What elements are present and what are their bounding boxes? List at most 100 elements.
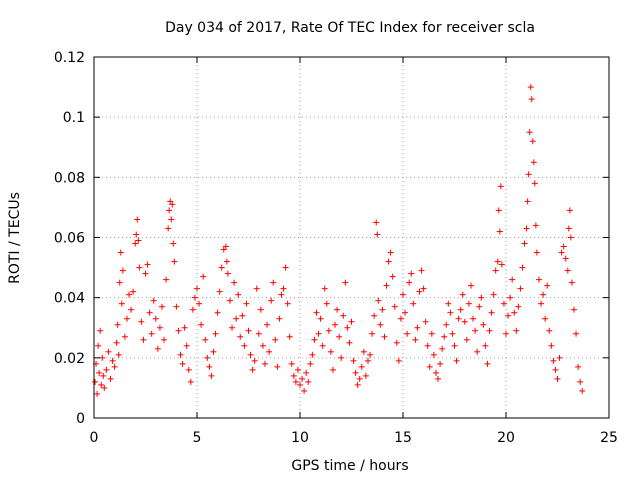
x-axis-label: GPS time / hours: [291, 458, 408, 474]
data-point: [350, 357, 357, 364]
data-point: [558, 249, 565, 256]
y-tick-label: 0.04: [54, 291, 85, 307]
data-point: [540, 291, 547, 298]
data-point: [533, 249, 540, 256]
data-point: [395, 357, 402, 364]
data-point: [247, 351, 254, 358]
data-point: [564, 267, 571, 274]
data-point: [486, 327, 493, 334]
data-point: [315, 330, 322, 337]
data-point: [332, 321, 339, 328]
data-point: [223, 258, 230, 265]
data-point: [568, 279, 575, 286]
data-point: [249, 366, 256, 373]
data-point: [123, 315, 130, 322]
data-point: [99, 354, 106, 361]
data-point: [301, 387, 308, 394]
data-point: [321, 285, 328, 292]
data-point: [235, 291, 242, 298]
data-point: [570, 306, 577, 313]
y-axis-label: ROTI / TECUs: [7, 192, 23, 284]
data-point: [529, 138, 536, 145]
data-point: [362, 372, 369, 379]
data-point: [374, 231, 381, 238]
data-point: [245, 327, 252, 334]
chart-title: Day 034 of 2017, Rate Of TEC Index for r…: [165, 20, 535, 36]
data-point: [216, 288, 223, 295]
data-point: [259, 342, 266, 349]
data-point: [189, 306, 196, 313]
data-point: [165, 225, 172, 232]
data-point: [420, 285, 427, 292]
data-point: [447, 309, 454, 316]
data-point: [118, 300, 125, 307]
x-tick-label: 20: [497, 430, 515, 446]
data-point: [191, 294, 198, 301]
data-point: [532, 222, 539, 229]
data-point: [229, 324, 236, 331]
data-point: [177, 351, 184, 358]
data-point: [455, 315, 462, 322]
data-point: [133, 231, 140, 238]
data-point: [375, 297, 382, 304]
data-point: [391, 303, 398, 310]
data-point: [556, 354, 563, 361]
data-point: [231, 279, 238, 286]
data-point: [130, 288, 137, 295]
data-point: [418, 267, 425, 274]
data-point: [414, 324, 421, 331]
data-point: [480, 321, 487, 328]
data-point: [451, 342, 458, 349]
data-point: [381, 333, 388, 340]
x-tick-label: 15: [394, 430, 412, 446]
data-point: [474, 348, 481, 355]
data-point: [220, 246, 227, 253]
plot-frame: [93, 56, 610, 419]
data-point: [412, 336, 419, 343]
data-point: [100, 372, 107, 379]
data-point: [268, 297, 275, 304]
data-point: [397, 315, 404, 322]
y-tick-label: 0.06: [54, 231, 85, 247]
data-point: [194, 285, 200, 292]
data-point: [406, 279, 413, 286]
data-point: [426, 363, 433, 370]
y-tick-label: 0.08: [54, 170, 85, 186]
data-point: [484, 360, 491, 367]
data-point: [554, 375, 561, 382]
data-point: [544, 282, 551, 289]
data-point: [482, 342, 489, 349]
data-point: [360, 348, 367, 355]
data-point: [183, 342, 190, 349]
data-point: [114, 321, 121, 328]
data-point: [550, 357, 557, 364]
data-point: [210, 348, 217, 355]
data-point: [233, 315, 240, 322]
data-point: [158, 303, 165, 310]
x-tick-label: 10: [291, 430, 309, 446]
data-point: [478, 294, 485, 301]
data-point: [278, 291, 285, 298]
data-point: [562, 255, 569, 262]
data-point: [168, 216, 175, 223]
data-point: [132, 240, 139, 247]
data-point: [311, 336, 318, 343]
data-point: [439, 345, 446, 352]
data-point: [560, 243, 567, 250]
data-point: [443, 321, 450, 328]
data-point: [92, 378, 99, 385]
data-point: [435, 375, 442, 382]
data-point: [303, 369, 310, 376]
data-point: [96, 369, 103, 376]
data-point: [548, 342, 555, 349]
data-point: [138, 318, 145, 325]
data-point: [325, 327, 332, 334]
data-point: [488, 309, 495, 316]
data-point: [241, 342, 248, 349]
data-point: [284, 300, 291, 307]
y-tick-label: 0.12: [54, 50, 85, 66]
data-point: [389, 273, 396, 280]
axis-ticks: 0 5 10 15 20 25 0 0.02 0.04 0.06 0.08 0.1 0.12: [54, 50, 618, 446]
data-point: [367, 351, 374, 358]
